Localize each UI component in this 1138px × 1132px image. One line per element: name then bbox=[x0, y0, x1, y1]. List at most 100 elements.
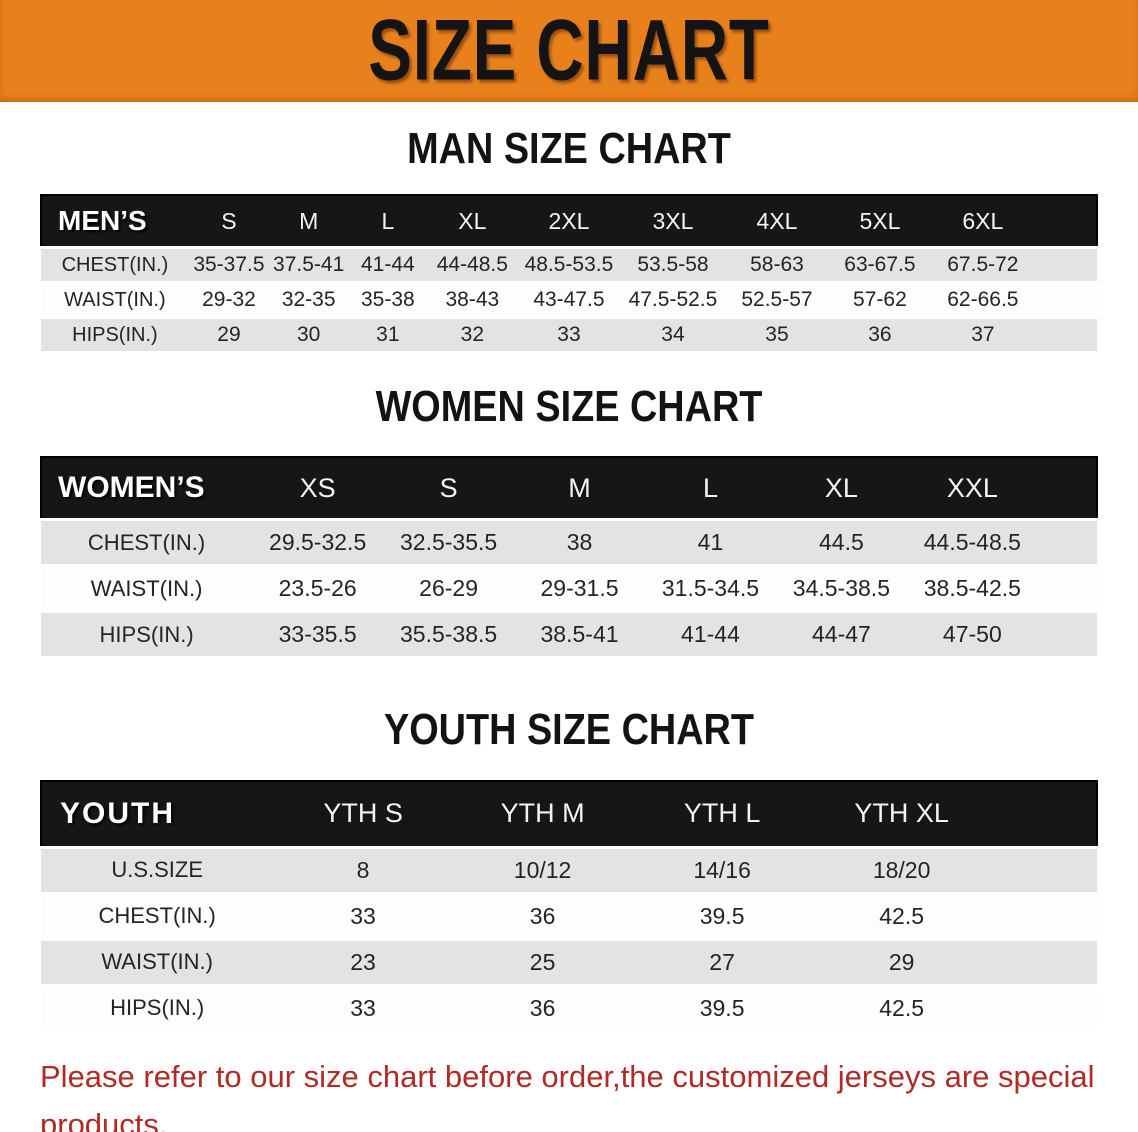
cell: 41-44 bbox=[681, 621, 740, 648]
cell: 63-67.5 bbox=[844, 253, 916, 277]
cell: 44.5 bbox=[819, 529, 864, 556]
women-waist-row: WAIST(IN.) 23.5-26 26-29 29-31.5 31.5-34… bbox=[41, 565, 1097, 612]
cell: 10/12 bbox=[513, 856, 572, 883]
disclaimer-line-1: Please refer to our size chart before or… bbox=[40, 1058, 1095, 1132]
women-col-header-xl: XL bbox=[824, 472, 858, 503]
row-label: HIPS(IN.) bbox=[99, 621, 194, 647]
spacer-cell bbox=[991, 893, 1097, 939]
spacer-cell bbox=[1038, 612, 1097, 658]
cell: 42.5 bbox=[879, 902, 924, 929]
spacer-cell bbox=[1035, 195, 1097, 248]
cell: 32-35 bbox=[281, 288, 336, 312]
cell: 37 bbox=[971, 323, 995, 347]
women-section-heading: WOMEN SIZE CHART bbox=[375, 382, 763, 432]
cell: 52.5-57 bbox=[741, 288, 813, 312]
row-label: WAIST(IN.) bbox=[101, 949, 213, 975]
cell: 33 bbox=[350, 902, 376, 929]
youth-ussize-row: U.S.SIZE 8 10/12 14/16 18/20 bbox=[41, 847, 1097, 894]
spacer-cell bbox=[991, 847, 1097, 893]
row-label: HIPS(IN.) bbox=[72, 323, 158, 346]
cell: 44-47 bbox=[811, 621, 871, 648]
cell: 42.5 bbox=[879, 994, 924, 1021]
cell: 31 bbox=[376, 323, 400, 347]
youth-size-table: YOUTH YTH S YTH M YTH L YTH XL U.S.SIZE … bbox=[40, 780, 1098, 1033]
cell: 32 bbox=[460, 323, 484, 347]
men-col-header-xl: XL bbox=[458, 207, 487, 234]
cell: 23 bbox=[350, 948, 376, 975]
row-label: CHEST(IN.) bbox=[87, 529, 206, 555]
cell: 31.5-34.5 bbox=[661, 575, 760, 602]
cell: 35-38 bbox=[361, 288, 415, 312]
row-label: WAIST(IN.) bbox=[64, 288, 166, 311]
spacer-cell bbox=[1038, 520, 1097, 566]
women-size-table: WOMEN’S XS S M L XL XXL CHEST(IN.) 29.5-… bbox=[40, 456, 1098, 659]
youth-hips-row: HIPS(IN.) 33 36 39.5 42.5 bbox=[41, 985, 1097, 1032]
youth-col-header-m: YTH M bbox=[500, 798, 585, 829]
women-table-title: WOMEN’S bbox=[58, 471, 205, 505]
cell: 32.5-35.5 bbox=[399, 529, 498, 556]
youth-table-title: YOUTH bbox=[60, 796, 175, 830]
disclaimer-note: Please refer to our size chart before or… bbox=[40, 1053, 1118, 1132]
cell: 67.5-72 bbox=[947, 253, 1019, 277]
men-section-heading: MAN SIZE CHART bbox=[407, 124, 731, 173]
row-label: HIPS(IN.) bbox=[110, 995, 205, 1021]
cell: 30 bbox=[296, 323, 321, 347]
cell: 39.5 bbox=[699, 902, 745, 929]
row-label: WAIST(IN.) bbox=[90, 575, 203, 601]
spacer-cell bbox=[1038, 566, 1097, 612]
youth-col-header-s: YTH S bbox=[323, 798, 403, 829]
men-col-header-s: S bbox=[221, 207, 237, 234]
spacer-cell bbox=[991, 985, 1097, 1031]
cell: 41-44 bbox=[361, 253, 415, 277]
cell: 44-48.5 bbox=[436, 253, 508, 277]
cell: 25 bbox=[529, 948, 556, 975]
cell: 33-35.5 bbox=[278, 621, 357, 648]
spacer-cell bbox=[1035, 283, 1097, 318]
cell: 36 bbox=[868, 323, 892, 347]
row-label: U.S.SIZE bbox=[111, 857, 203, 883]
spacer-cell bbox=[1035, 318, 1097, 353]
youth-chest-row: CHEST(IN.) 33 36 39.5 42.5 bbox=[41, 893, 1097, 940]
youth-section-heading: YOUTH SIZE CHART bbox=[383, 705, 754, 755]
cell: 23.5-26 bbox=[278, 575, 357, 602]
men-table-title: MEN’S bbox=[58, 205, 147, 237]
cell: 29.5-32.5 bbox=[269, 529, 367, 556]
row-label: CHEST(IN.) bbox=[98, 903, 216, 929]
men-col-header-4xl: 4XL bbox=[756, 207, 798, 234]
row-label: CHEST(IN.) bbox=[61, 253, 169, 276]
cell: 44.5-48.5 bbox=[923, 529, 1021, 556]
spacer-cell bbox=[991, 781, 1097, 848]
cell: 35.5-38.5 bbox=[399, 621, 498, 648]
cell: 39.5 bbox=[699, 994, 745, 1021]
cell: 36 bbox=[529, 994, 556, 1021]
banner-title: SIZE CHART bbox=[368, 2, 770, 99]
cell: 26-29 bbox=[419, 575, 478, 602]
men-col-header-3xl: 3XL bbox=[652, 207, 694, 234]
women-chest-row: CHEST(IN.) 29.5-32.5 32.5-35.5 38 41 44.… bbox=[41, 519, 1097, 566]
men-col-header-l: L bbox=[381, 207, 395, 234]
men-header-row: MEN’S S M L XL 2XL 3XL 4XL 5XL 6XL bbox=[41, 195, 1097, 248]
cell: 37.5-41 bbox=[273, 253, 345, 277]
cell: 41 bbox=[697, 529, 724, 556]
cell: 57-62 bbox=[853, 288, 907, 312]
cell: 27 bbox=[709, 948, 735, 975]
men-hips-row: HIPS(IN.) 29 30 31 32 33 34 35 36 37 bbox=[41, 317, 1097, 353]
cell: 48.5-53.5 bbox=[524, 253, 614, 277]
men-col-header-6xl: 6XL bbox=[962, 207, 1004, 234]
cell: 14/16 bbox=[693, 856, 751, 883]
men-section: MAN SIZE CHART MEN’S S M L XL 2XL 3XL 4X… bbox=[0, 124, 1138, 354]
spacer-cell bbox=[991, 939, 1097, 985]
cell: 43-47.5 bbox=[533, 288, 605, 312]
men-size-table: MEN’S S M L XL 2XL 3XL 4XL 5XL 6XL CHEST… bbox=[40, 194, 1098, 354]
cell: 33 bbox=[350, 994, 376, 1021]
youth-header-row: YOUTH YTH S YTH M YTH L YTH XL bbox=[41, 780, 1097, 848]
men-chest-row: CHEST(IN.) 35-37.5 37.5-41 41-44 44-48.5… bbox=[41, 247, 1097, 283]
women-hips-row: HIPS(IN.) 33-35.5 35.5-38.5 38.5-41 41-4… bbox=[41, 611, 1097, 658]
youth-waist-row: WAIST(IN.) 23 25 27 29 bbox=[41, 939, 1097, 986]
cell: 18/20 bbox=[872, 856, 931, 883]
youth-col-header-l: YTH L bbox=[683, 798, 761, 829]
cell: 36 bbox=[529, 902, 556, 929]
cell: 47-50 bbox=[942, 621, 1002, 648]
men-waist-row: WAIST(IN.) 29-32 32-35 35-38 38-43 43-47… bbox=[41, 282, 1097, 318]
